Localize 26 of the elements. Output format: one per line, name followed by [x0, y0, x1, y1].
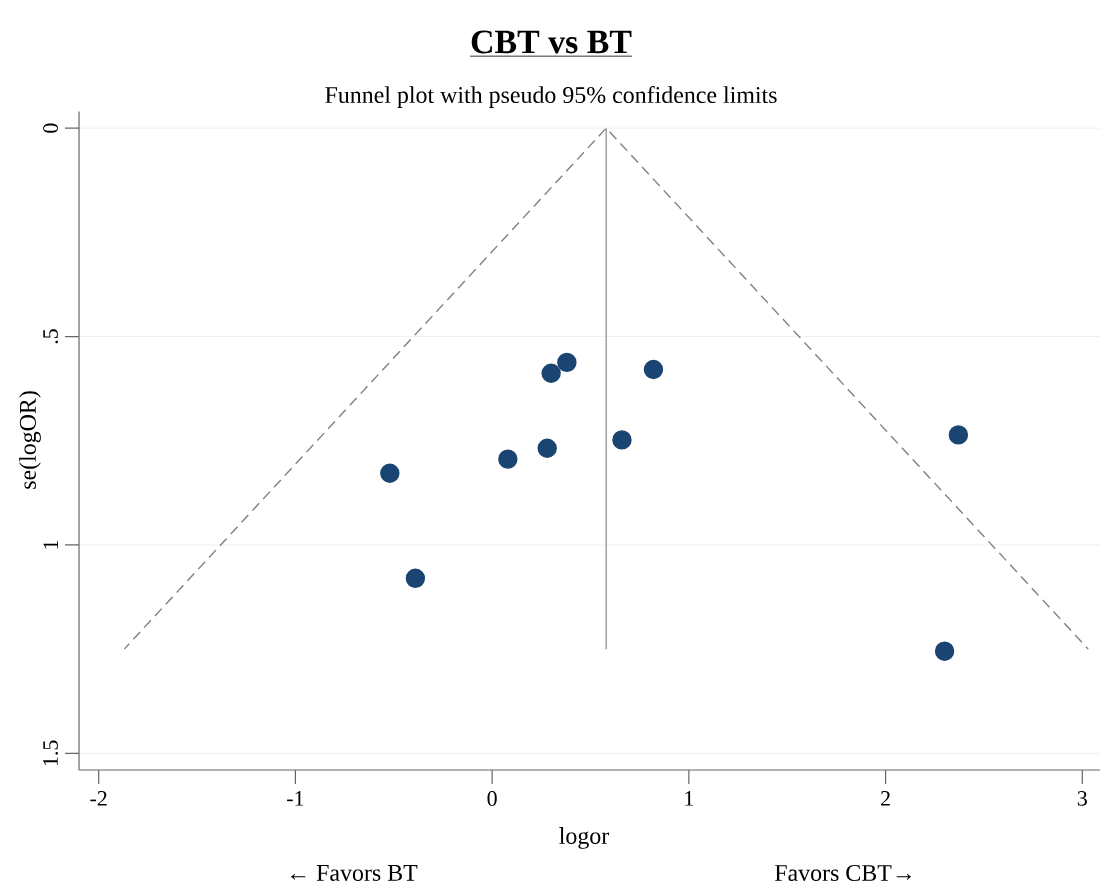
- point: [934, 641, 955, 661]
- x-tick-label: 0: [487, 791, 497, 806]
- y-tick-label: 1.5: [43, 740, 58, 766]
- point: [612, 430, 632, 450]
- x-tick-label: 1: [685, 791, 693, 806]
- y-tick-label: 1: [43, 540, 58, 549]
- point: [380, 463, 400, 483]
- point: [537, 438, 557, 458]
- point: [498, 449, 518, 469]
- text: ← Favors BT: [291, 865, 418, 881]
- point: [541, 363, 561, 383]
- x-tick-label: -2: [90, 791, 107, 806]
- point: [557, 352, 577, 373]
- point: [948, 425, 969, 445]
- text: Favors CBT→: [774, 864, 911, 882]
- y-tick-label: 0: [43, 123, 58, 133]
- x-tick-label: 2: [881, 791, 890, 806]
- y-axis-title: se(logOR): [19, 391, 41, 489]
- y-tick-label: .5: [43, 329, 58, 344]
- x-axis-title: logor: [559, 827, 610, 849]
- x-tick-label: -1: [287, 791, 304, 806]
- point: [643, 359, 664, 380]
- x-tick-label: 3: [1077, 791, 1087, 806]
- chart-title: CBT vs BT: [471, 30, 632, 54]
- point: [405, 568, 426, 588]
- chart-subtitle: Funnel plot with pseudo 95% confidence limits: [325, 86, 777, 108]
